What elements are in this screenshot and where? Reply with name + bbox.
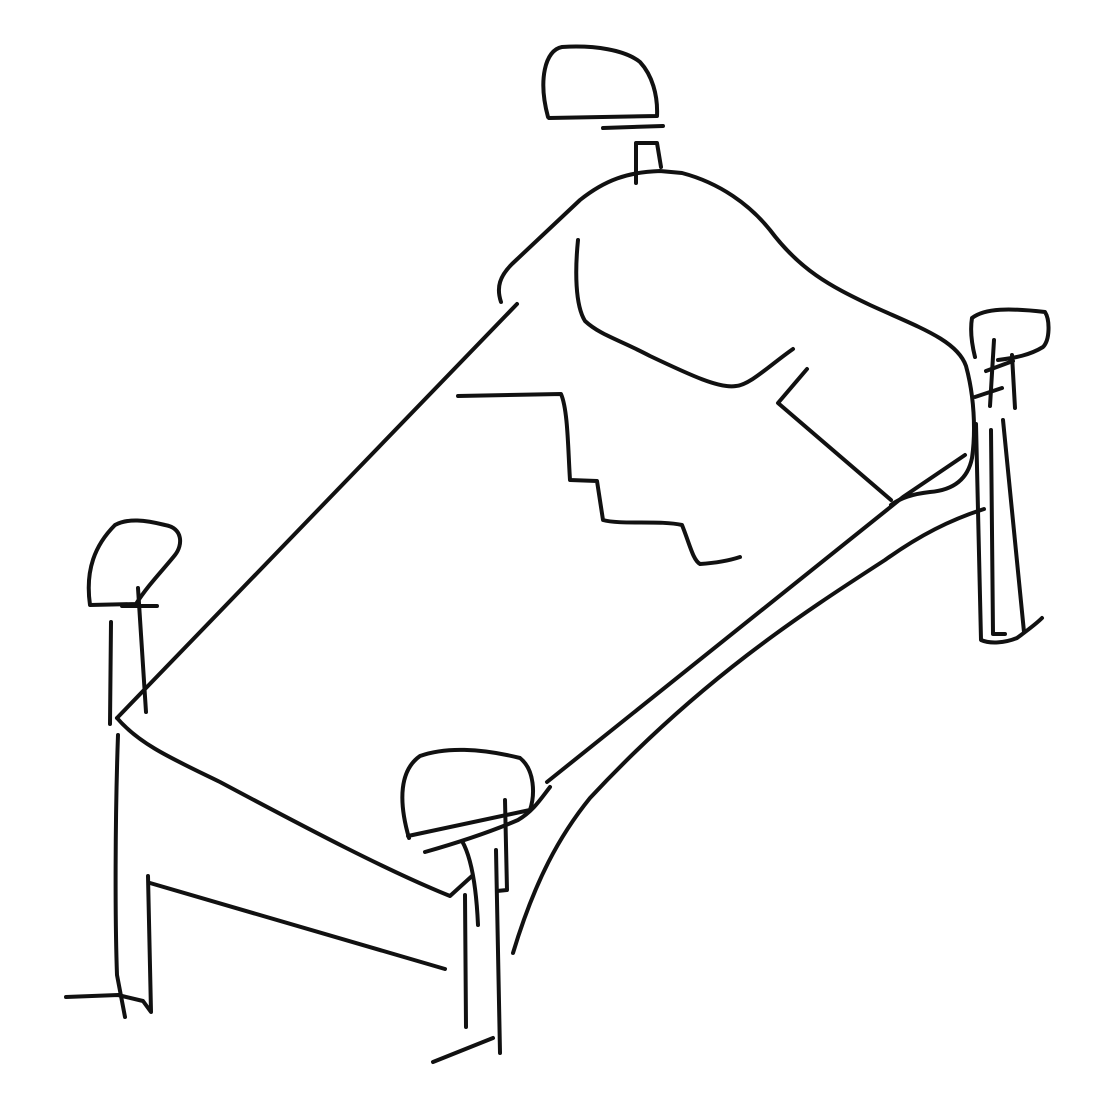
sketch-strokes <box>64 44 1051 1064</box>
bed-right-frame-stroke <box>511 507 986 955</box>
blanket-fold-stroke <box>776 367 893 502</box>
right-leg-b-stroke <box>1001 418 1026 634</box>
bed-front-edge-stroke <box>115 716 474 898</box>
headboard-post-cap-back-stroke <box>541 44 660 120</box>
left-post-top-b-stroke <box>136 586 148 714</box>
front-post-stem-stroke <box>460 839 480 927</box>
right-cap-underline-stroke <box>984 359 1015 373</box>
front-post-inner-stroke <box>495 798 509 893</box>
front-cap-stroke <box>400 747 535 840</box>
front-leg-foot-stroke <box>431 1036 495 1064</box>
left-front-leg-stroke <box>113 733 127 1019</box>
left-leg-inner-stroke <box>64 874 153 1014</box>
right-post-b-stroke <box>1010 353 1017 410</box>
bed-left-edge-stroke <box>115 302 519 720</box>
front-leg-b-stroke <box>494 848 502 1055</box>
left-post-top-a-stroke <box>108 620 113 726</box>
pillow-outline-stroke <box>574 238 795 389</box>
left-rail-stroke <box>148 881 447 971</box>
right-cap-line-b-stroke <box>973 386 1004 399</box>
front-leg-a-stroke <box>463 893 468 1029</box>
right-leg-inner-stroke <box>989 428 1007 636</box>
left-front-cap-stroke <box>86 518 183 607</box>
headboard-post-back-stroke <box>634 141 663 185</box>
mattress-head-outline-stroke <box>496 169 976 507</box>
front-cap-underline-stroke <box>423 785 552 854</box>
blanket-zigzag-stroke <box>456 392 742 566</box>
right-cap-stroke <box>969 307 1051 362</box>
bed-right-edge-stroke <box>545 453 967 784</box>
headboard-post-cap-back-underline-stroke <box>601 124 665 130</box>
right-leg-a-stroke <box>974 422 1044 645</box>
right-post-a-stroke <box>988 338 996 408</box>
